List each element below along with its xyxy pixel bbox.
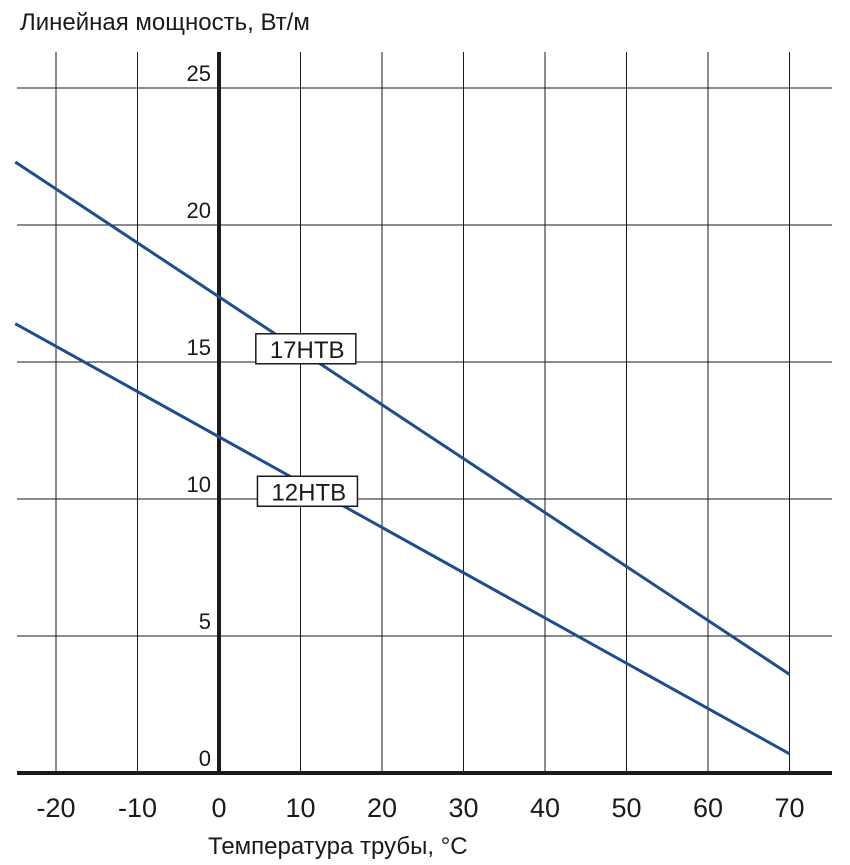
- y-tick-label: 25: [187, 61, 211, 86]
- series-label-box: [255, 333, 357, 365]
- series-line-12htb: [14, 322, 791, 756]
- axes: [17, 52, 832, 775]
- series-label-box: [256, 475, 359, 508]
- x-tick-label: 60: [693, 793, 723, 823]
- y-axis-label: Линейная мощность, Вт/м: [20, 9, 310, 36]
- y-tick-label: 0: [199, 746, 211, 771]
- x-tick-label: -10: [118, 793, 157, 823]
- x-tick-label: -20: [36, 793, 75, 823]
- x-tick-label: 70: [774, 793, 804, 823]
- series-label-17htb: 17HTB: [270, 337, 345, 364]
- x-axis-label: Температура трубы, °С: [208, 833, 468, 860]
- y-tick-label: 5: [199, 609, 211, 634]
- x-tick-label: 0: [211, 793, 226, 823]
- series-labels: 17HTB 12HTB: [255, 333, 359, 508]
- x-tick-label: 10: [285, 793, 315, 823]
- y-tick-labels: 0 5 10 15 20 25: [187, 61, 211, 771]
- y-tick-label: 20: [187, 198, 211, 223]
- series-layer: [14, 160, 791, 756]
- x-tick-label: 50: [611, 793, 641, 823]
- y-tick-label: 10: [187, 472, 211, 497]
- x-tick-labels: -20 -10 0 10 20 30 40 50 60 70: [36, 793, 804, 823]
- x-tick-label: 20: [367, 793, 397, 823]
- grid-lines: [17, 52, 832, 773]
- x-tick-label: 30: [448, 793, 478, 823]
- y-tick-label: 15: [187, 335, 211, 360]
- series-line-17htb: [14, 160, 791, 676]
- series-label-12htb: 12HTB: [271, 479, 346, 506]
- x-tick-label: 40: [530, 793, 560, 823]
